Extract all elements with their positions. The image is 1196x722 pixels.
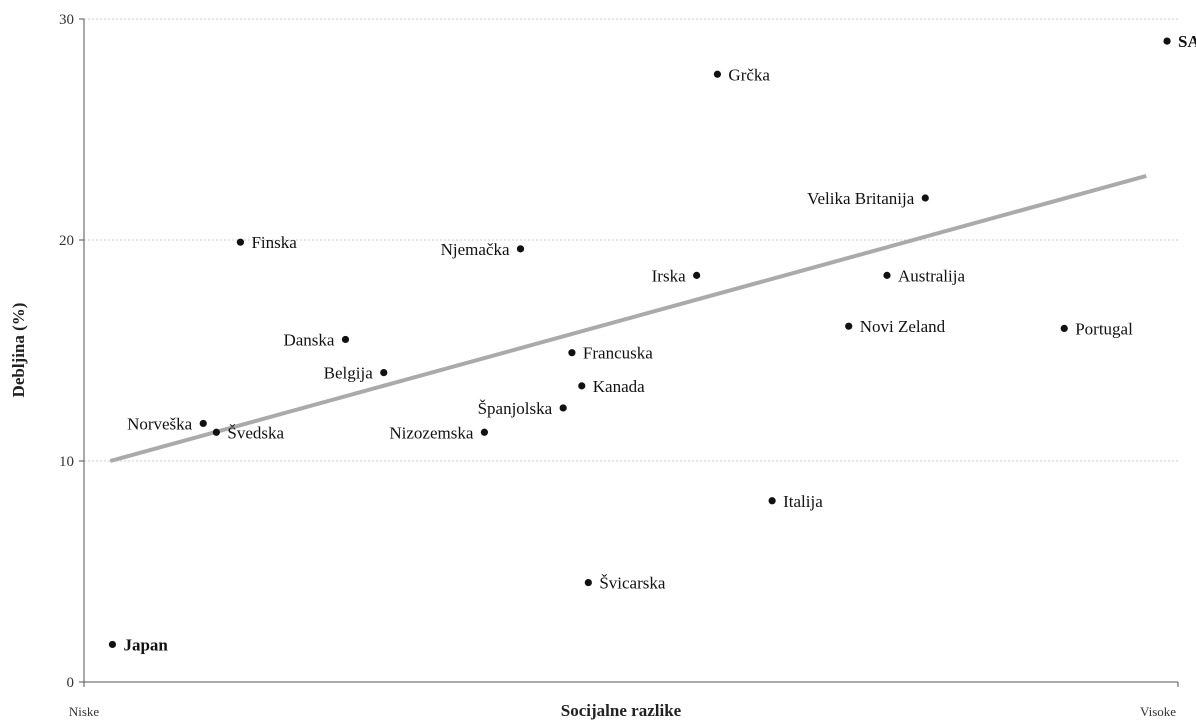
point-velika-britanija — [921, 194, 929, 202]
point-australija — [883, 271, 891, 279]
y-tick-label-10: 10 — [59, 454, 74, 470]
point-grcka — [713, 70, 722, 78]
point-nizozemska — [480, 428, 489, 436]
point-norveska — [199, 419, 207, 428]
axes: 0 10 20 30 — [59, 12, 1179, 691]
trend-line — [109, 173, 1147, 463]
point-label-nizozemska: Nizozemska — [389, 423, 473, 442]
point-label-svedska: Švedska — [227, 423, 284, 442]
point-portugal — [1060, 324, 1068, 332]
point-francuska — [568, 349, 576, 357]
point-japan — [108, 640, 117, 649]
point-label-belgija: Belgija — [324, 364, 374, 383]
point-label-irska: Irska — [652, 266, 686, 285]
point-label-sad: SAD — [1178, 32, 1196, 51]
x-axis-low-label: Niske — [69, 704, 100, 719]
point-label-francuska: Francuska — [583, 344, 653, 363]
point-label-japan: Japan — [123, 635, 168, 654]
trend-line-group — [109, 173, 1147, 463]
point-kanada — [578, 382, 586, 390]
x-axis-high-label: Visoke — [1140, 704, 1176, 719]
point-label-portugal: Portugal — [1075, 319, 1133, 338]
point-sad — [1163, 37, 1171, 45]
point-spanjolska — [559, 404, 567, 412]
y-tick-label-30: 30 — [59, 12, 74, 28]
point-label-grcka: Grčka — [728, 65, 770, 84]
point-label-australija: Australija — [898, 266, 965, 285]
point-label-danska: Danska — [283, 330, 334, 349]
point-label-kanada: Kanada — [593, 377, 645, 396]
point-danska — [341, 335, 350, 344]
point-label-spanjolska: Španjolska — [478, 399, 553, 418]
point-label-velika-britanija: Velika Britanija — [807, 189, 915, 208]
point-label-norveska: Norveška — [127, 414, 193, 433]
x-axis-title: Socijalne razlike — [561, 701, 682, 720]
point-label-italija: Italija — [783, 492, 823, 511]
point-label-novi-zeland: Novi Zeland — [860, 317, 946, 336]
point-finska — [236, 238, 245, 246]
y-tick-label-0: 0 — [67, 675, 75, 691]
data-points: SAD Grčka Velika Britanija Finska Njemačka Ir… — [108, 32, 1196, 654]
point-label-finska: Finska — [251, 233, 297, 252]
y-tick-label-20: 20 — [59, 233, 74, 249]
y-axis-title: Debljina (%) — [9, 303, 28, 398]
point-novi-zeland — [845, 322, 853, 330]
point-svedska — [212, 428, 220, 436]
point-irska — [693, 271, 701, 279]
point-njemacka — [516, 245, 525, 253]
point-label-njemacka: Njemačka — [441, 240, 510, 259]
point-svicarska — [584, 578, 592, 587]
point-italija — [768, 497, 776, 505]
point-label-svicarska: Švicarska — [599, 574, 666, 593]
point-belgija — [380, 369, 388, 377]
